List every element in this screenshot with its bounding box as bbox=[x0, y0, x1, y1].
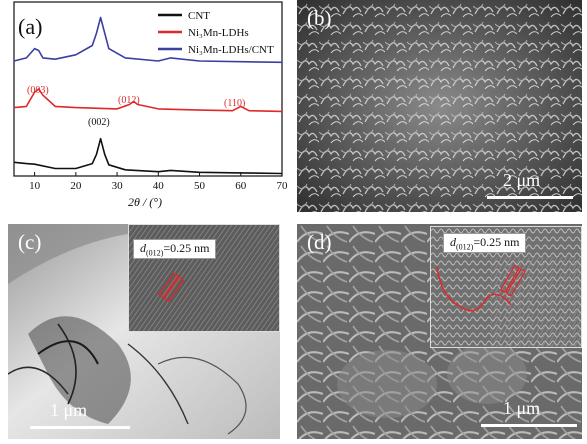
scalebar-c bbox=[30, 426, 130, 429]
d-spacing-label-d: d(012)=0.25 nm bbox=[443, 233, 527, 254]
panel-b-sem-image: (b) 2 μm bbox=[297, 0, 582, 212]
panel-label-d: (d) bbox=[307, 230, 332, 254]
x-tick-label: 10 bbox=[29, 180, 41, 192]
scalebar-label-c: 1 μm bbox=[50, 400, 88, 420]
series-line-2 bbox=[13, 16, 283, 64]
x-tick-label: 70 bbox=[277, 180, 289, 192]
x-tick-label: 50 bbox=[194, 180, 206, 192]
d-symbol: d bbox=[140, 241, 146, 255]
panel-c-tem-image: d(012)=0.25 nm (c) 1 μm bbox=[8, 224, 280, 439]
panel-label-c: (c) bbox=[18, 230, 42, 254]
d-miller-index: (012) bbox=[456, 242, 474, 252]
panel-d-sem-image: d(012)=0.25 nm (d) 1 μm bbox=[297, 224, 582, 439]
hrtem-inset-c: d(012)=0.25 nm bbox=[128, 224, 280, 332]
d-value: =0.25 nm bbox=[473, 235, 520, 249]
legend-entry-cnt: CNT bbox=[188, 10, 210, 22]
d-miller-index: (012) bbox=[146, 248, 164, 258]
panel-a-xrd-chart: 10 20 30 40 50 60 70 CNT Ni₃Mn-LDHs Ni₃Mn-LDHs… bbox=[0, 0, 290, 212]
series-line-0 bbox=[13, 137, 283, 175]
peak-label-110: (110) bbox=[224, 98, 245, 109]
hrtem-inset-d: d(012)=0.25 nm bbox=[430, 226, 582, 348]
scalebar-label-d: 1 μm bbox=[503, 398, 541, 418]
peak-label-003: (003) bbox=[27, 85, 49, 96]
plot-frame bbox=[13, 1, 283, 177]
d-spacing-label-c: d(012)=0.25 nm bbox=[133, 239, 217, 260]
x-tick-label: 40 bbox=[153, 180, 165, 192]
x-tick-label: 20 bbox=[70, 180, 82, 192]
scalebar-label-b: 2 μm bbox=[503, 170, 541, 190]
x-axis-label: 2θ / (°) bbox=[128, 195, 162, 209]
sem-texture-b bbox=[297, 0, 582, 212]
legend-entry-ldh: Ni₃Mn-LDHs bbox=[188, 27, 249, 39]
legend-entry-ldh-cnt: Ni₃Mn-LDHs/CNT bbox=[188, 44, 274, 56]
series-line-1 bbox=[13, 88, 283, 113]
d-value: =0.25 nm bbox=[163, 241, 210, 255]
x-tick-label: 30 bbox=[112, 180, 124, 192]
scalebar-d bbox=[481, 424, 577, 427]
panel-label-b: (b) bbox=[307, 6, 332, 30]
peak-label-002: (002) bbox=[88, 117, 110, 128]
panel-label-a: (a) bbox=[18, 14, 42, 39]
xrd-chart: 10 20 30 40 50 60 70 CNT Ni₃Mn-LDHs Ni₃Mn-LDHs… bbox=[13, 1, 289, 209]
scalebar-b bbox=[487, 196, 573, 199]
d-symbol: d bbox=[450, 235, 456, 249]
peak-label-012: (012) bbox=[118, 95, 140, 106]
x-tick-label: 60 bbox=[235, 180, 247, 192]
legend: CNT Ni₃Mn-LDHs Ni₃Mn-LDHs/CNT bbox=[158, 10, 274, 56]
